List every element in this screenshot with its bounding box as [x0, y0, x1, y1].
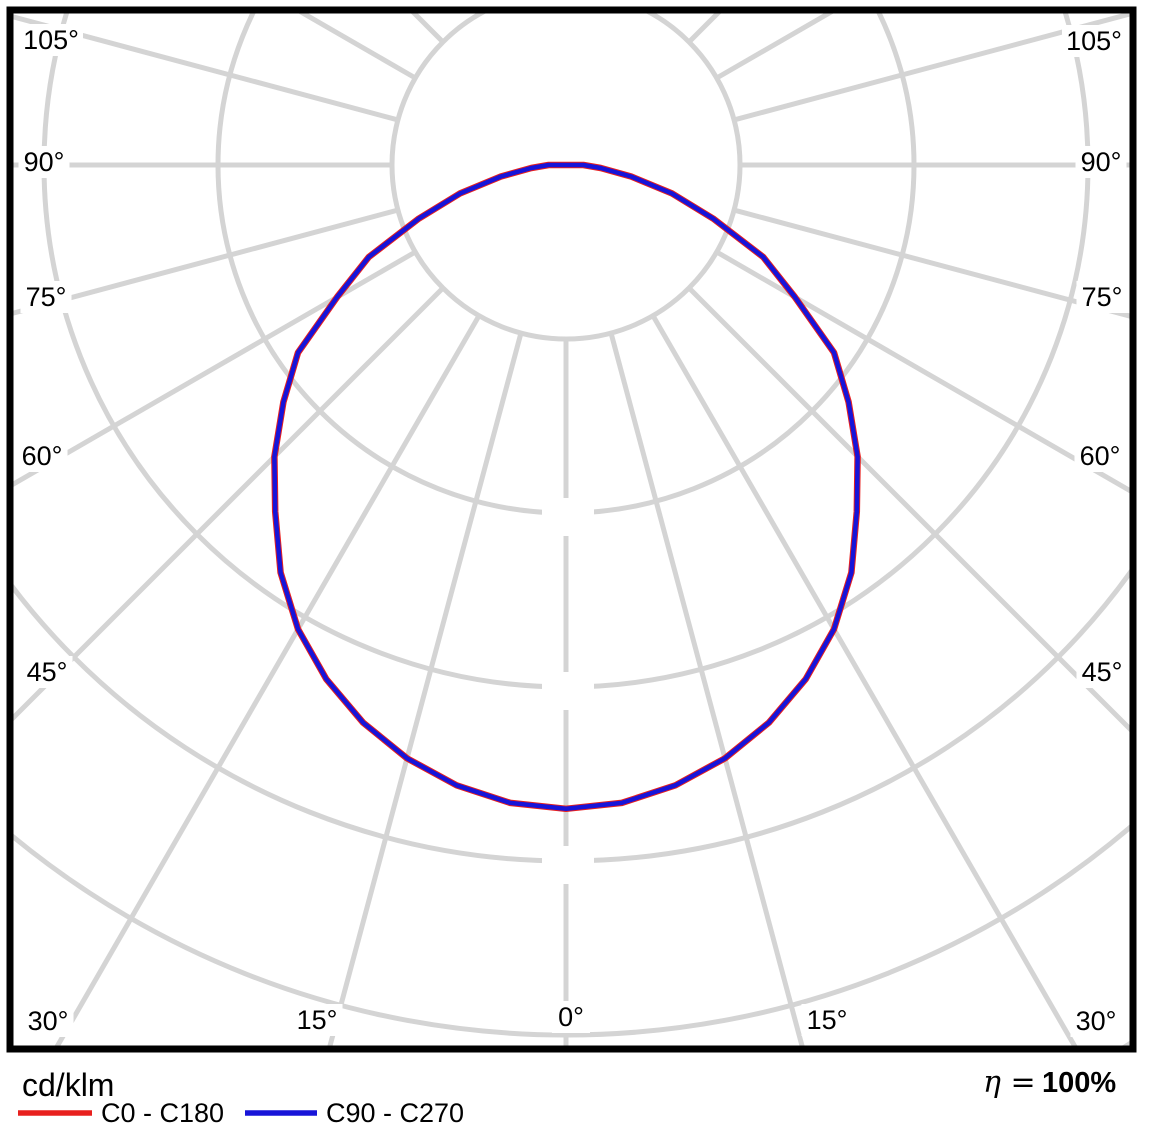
- angle-label-bg: [19, 24, 83, 56]
- grid-ray: [715, 249, 1130, 494]
- grid-ray: [650, 314, 1078, 1046]
- radial-value-boxes: [542, 498, 594, 884]
- curve-c90-c270: [272, 162, 860, 812]
- angle-label: 45°: [27, 657, 68, 687]
- radial-value-box: [542, 846, 594, 884]
- angle-label-bg: [1070, 1005, 1122, 1037]
- angle-label-bg: [20, 281, 72, 313]
- angle-label-bg: [1074, 440, 1126, 472]
- grid-ray: [13, 249, 417, 487]
- grid-ray: [54, 314, 482, 1046]
- angle-label-bg: [801, 1004, 853, 1036]
- angle-label-bg: [291, 1004, 343, 1036]
- angle-label-bg: [18, 146, 70, 178]
- intensity-curves: [271, 161, 861, 813]
- angle-label: 15°: [297, 1005, 338, 1035]
- legend-label-c0: C0 - C180: [101, 1098, 224, 1128]
- angle-label: 60°: [22, 441, 63, 471]
- angle-label: 90°: [24, 147, 65, 177]
- angle-label: 60°: [1080, 441, 1121, 471]
- radial-value-box: [542, 498, 594, 536]
- angle-label-bg: [1075, 146, 1127, 178]
- grid-ray: [733, 13, 1130, 123]
- angle-label-bg: [1076, 281, 1128, 313]
- angle-label-bg: [21, 656, 73, 688]
- angle-label: 105°: [23, 25, 79, 55]
- unit-label: cd/klm: [22, 1067, 114, 1103]
- efficiency-value: 100%: [1042, 1067, 1116, 1099]
- radial-value-box: [542, 672, 594, 710]
- legend-label-c90: C90 - C270: [326, 1098, 464, 1128]
- grid-ray: [733, 207, 1130, 319]
- angle-label: 75°: [26, 282, 67, 312]
- grid-ray: [13, 207, 399, 316]
- angle-label: 45°: [1082, 657, 1123, 687]
- angle-label: 30°: [1076, 1006, 1117, 1036]
- angle-label: 30°: [28, 1006, 69, 1036]
- grid-ray: [327, 332, 524, 1046]
- efficiency-symbol: η =: [983, 1065, 1036, 1100]
- angle-label: 90°: [1081, 147, 1122, 177]
- grid-circle: [389, 13, 743, 342]
- grid-ray: [608, 332, 805, 1046]
- angle-label-bg: [16, 440, 68, 472]
- plot-border: [6, 6, 1137, 1053]
- angle-label-bg: [552, 1001, 590, 1033]
- angle-label: 15°: [807, 1005, 848, 1035]
- grid-ray: [13, 14, 399, 123]
- grid-circle: [13, 569, 1130, 864]
- angle-label: 75°: [1082, 282, 1123, 312]
- angle-label: 105°: [1066, 26, 1122, 56]
- angle-labels: 105° 90° 75° 60° 45° 30° 105° 90° 75° 60° 45° 30° 15…: [16, 24, 1128, 1037]
- angle-label-bg: [22, 1005, 74, 1037]
- angle-label-bg: [1062, 25, 1126, 57]
- angle-label-bg: [1076, 656, 1128, 688]
- angle-label: 0°: [558, 1002, 584, 1032]
